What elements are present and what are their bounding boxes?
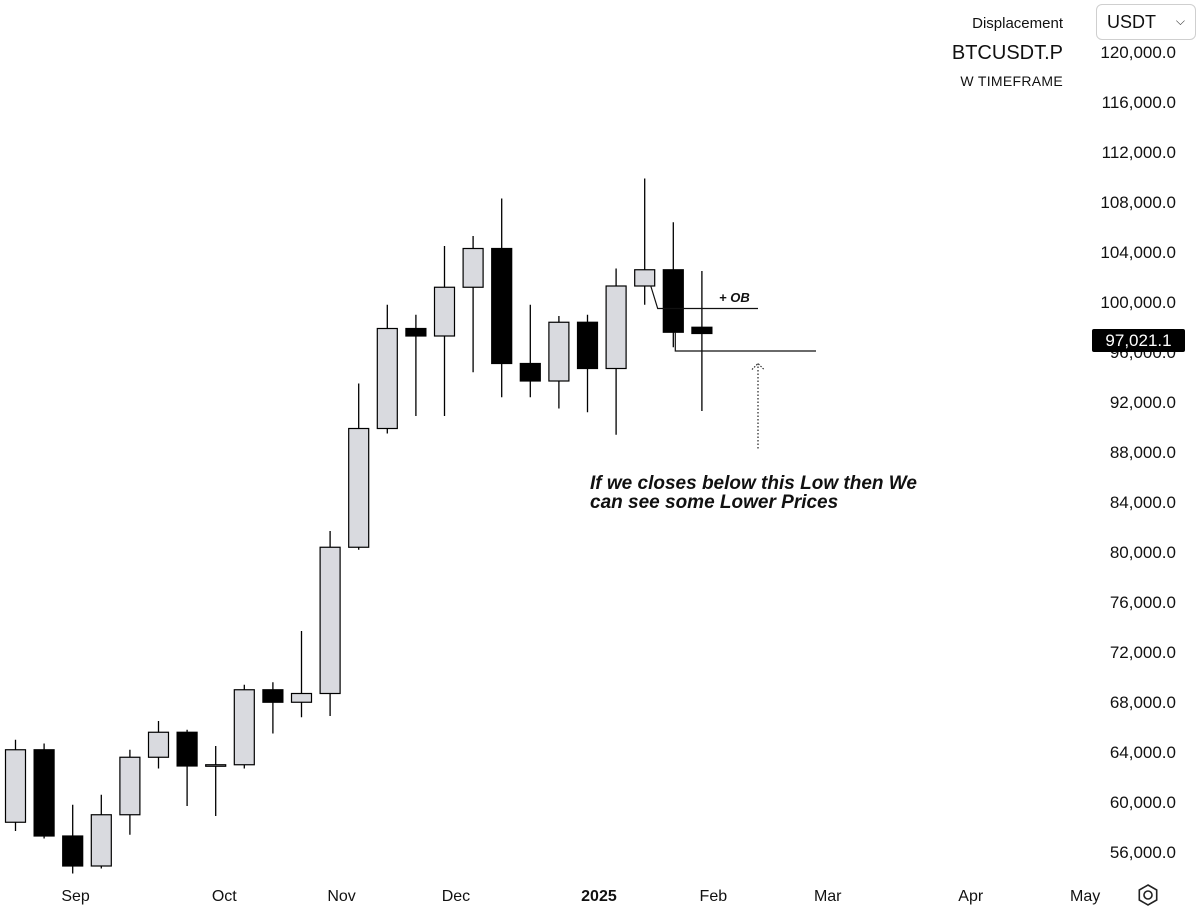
gear-icon[interactable] bbox=[1136, 883, 1160, 907]
y-axis-tick-label: 60,000.0 bbox=[1110, 793, 1176, 812]
watermark-title: Displacement bbox=[972, 15, 1063, 32]
candle-body bbox=[548, 321, 570, 382]
candle-body bbox=[491, 247, 513, 365]
candle-body bbox=[33, 749, 55, 837]
annotation-note-line1: If we closes below this Low then We bbox=[590, 473, 917, 494]
y-axis-tick-label: 80,000.0 bbox=[1110, 543, 1176, 562]
y-axis-tick-label: 68,000.0 bbox=[1110, 693, 1176, 712]
y-axis-tick-label: 56,000.0 bbox=[1110, 843, 1176, 862]
candle-body bbox=[433, 286, 456, 337]
y-axis-tick-label: 104,000.0 bbox=[1100, 243, 1176, 262]
x-axis-tick-label: May bbox=[1070, 888, 1100, 905]
y-axis-tick-label: 116,000.0 bbox=[1102, 93, 1176, 112]
y-axis-tick-label: 84,000.0 bbox=[1110, 493, 1176, 512]
chevron-down-icon: ⌵ bbox=[1175, 14, 1185, 28]
x-axis-tick-label: Sep bbox=[61, 888, 90, 905]
candle-body bbox=[662, 269, 684, 333]
x-axis-tick-label: Oct bbox=[212, 888, 237, 905]
y-axis-tick-label: 92,000.0 bbox=[1110, 393, 1176, 412]
x-axis-tick-label: Feb bbox=[700, 888, 728, 905]
order-block-line bbox=[650, 285, 758, 310]
candle-body bbox=[62, 835, 84, 867]
candle-body bbox=[405, 327, 427, 337]
candle-body bbox=[90, 814, 112, 867]
candle-body bbox=[233, 689, 255, 766]
last-price-badge: 97,021.1 bbox=[1092, 329, 1185, 352]
y-axis-tick-label: 72,000.0 bbox=[1110, 643, 1176, 662]
candle-body bbox=[348, 427, 370, 548]
candle-body bbox=[576, 321, 599, 370]
candle-body bbox=[205, 764, 227, 767]
y-axis-tick-label: 64,000.0 bbox=[1110, 743, 1176, 762]
y-axis-tick-label: 88,000.0 bbox=[1110, 443, 1176, 462]
x-axis-tick-label: Mar bbox=[814, 888, 842, 905]
y-axis-tick-label: 100,000.0 bbox=[1100, 293, 1176, 312]
last-price-label: 97,021.1 bbox=[1105, 330, 1172, 350]
candle-body bbox=[691, 326, 713, 335]
symbol-label: BTCUSDT.P bbox=[951, 42, 1063, 64]
timeframe-label: W TIMEFRAME bbox=[960, 73, 1063, 89]
candle-body bbox=[147, 731, 170, 758]
x-axis-tick-label: Apr bbox=[958, 888, 984, 905]
candle-body bbox=[376, 327, 398, 430]
candle-body bbox=[319, 546, 341, 695]
candle-body bbox=[119, 756, 141, 816]
annotation-note: If we closes below this Low then We can … bbox=[590, 474, 917, 512]
weekly-low-line bbox=[674, 332, 816, 352]
x-axis-tick-label: 2025 bbox=[581, 888, 617, 905]
candle-body bbox=[262, 689, 284, 703]
order-block-label: + OB bbox=[719, 290, 750, 305]
y-axis-tick-label: 112,000.0 bbox=[1102, 143, 1176, 162]
annotation-note-line2: can see some Lower Prices bbox=[590, 492, 839, 513]
candle-body bbox=[462, 247, 484, 288]
candle-body bbox=[519, 362, 541, 382]
x-axis-tick-label: Dec bbox=[442, 888, 470, 905]
candle-body bbox=[634, 269, 656, 287]
candle-body bbox=[176, 731, 198, 767]
x-axis-tick-label: Nov bbox=[327, 888, 355, 905]
candle-body bbox=[4, 749, 27, 823]
candle-body bbox=[290, 692, 313, 703]
y-axis-tick-label: 120,000.0 bbox=[1100, 43, 1176, 62]
candle-body bbox=[605, 285, 627, 370]
y-axis-tick-label: 76,000.0 bbox=[1110, 593, 1176, 612]
y-axis-tick-label: 108,000.0 bbox=[1100, 193, 1176, 212]
currency-select[interactable]: USDT ⌵ bbox=[1096, 4, 1196, 40]
currency-select-value: USDT bbox=[1107, 11, 1156, 32]
